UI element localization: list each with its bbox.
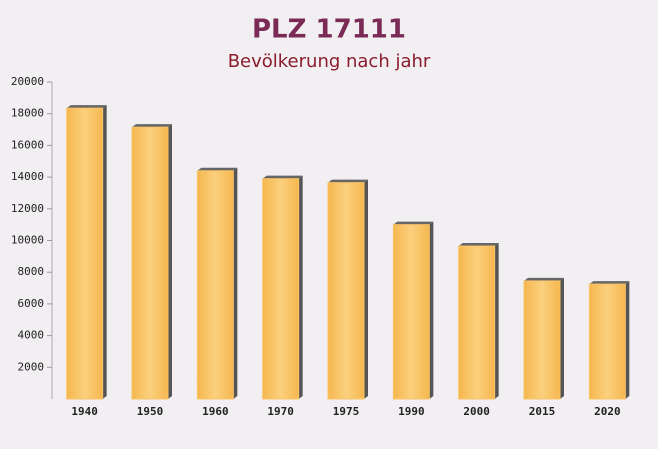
bar-side — [560, 277, 564, 399]
bar-side — [429, 221, 434, 399]
chart-title: PLZ 17111 — [252, 15, 406, 45]
x-tick-label: 1970 — [267, 405, 294, 418]
bar — [392, 224, 430, 400]
bar-top — [132, 124, 172, 128]
bar-top — [393, 221, 434, 225]
bar-side — [168, 124, 172, 400]
x-tick-label: 2000 — [463, 405, 490, 418]
bar-side — [298, 175, 303, 399]
y-tick-label: 8000 — [18, 265, 45, 278]
bar-side — [233, 167, 238, 399]
x-tick-label: 1990 — [398, 405, 425, 418]
bar — [327, 182, 365, 400]
x-tick-label: 1940 — [71, 405, 98, 418]
bar-side — [625, 281, 630, 399]
y-tick-label: 16000 — [11, 138, 44, 151]
y-tick-label: 6000 — [18, 297, 45, 310]
chart-subtitle: Bevölkerung nach jahr — [228, 51, 431, 72]
bar — [131, 126, 169, 400]
bar-top — [524, 277, 564, 281]
bar — [588, 283, 626, 400]
x-tick-label: 1960 — [202, 405, 229, 418]
bar — [196, 170, 234, 400]
bar — [66, 107, 104, 400]
bar-side — [102, 105, 107, 399]
x-tick-label: 2020 — [594, 405, 621, 418]
bar-side — [494, 243, 499, 399]
y-tick-label: 20000 — [11, 75, 44, 88]
bar-side — [364, 179, 368, 399]
bar-top — [197, 167, 238, 171]
bar-top — [589, 281, 630, 285]
y-tick-label: 12000 — [11, 202, 44, 215]
y-tick-label: 4000 — [18, 329, 45, 342]
bar — [262, 178, 300, 400]
y-tick-label: 10000 — [11, 234, 44, 247]
bar-top — [262, 175, 303, 179]
bar — [523, 280, 561, 400]
bar-top — [66, 105, 107, 109]
bar — [458, 245, 496, 400]
bar-top — [458, 243, 499, 247]
x-tick-label: 1975 — [333, 405, 360, 418]
bar-top — [328, 179, 368, 183]
x-tick-label: 1950 — [137, 405, 164, 418]
y-tick-label: 2000 — [18, 360, 45, 373]
x-tick-label: 2015 — [529, 405, 556, 418]
y-tick-label: 14000 — [11, 170, 44, 183]
y-tick-label: 18000 — [11, 107, 44, 120]
